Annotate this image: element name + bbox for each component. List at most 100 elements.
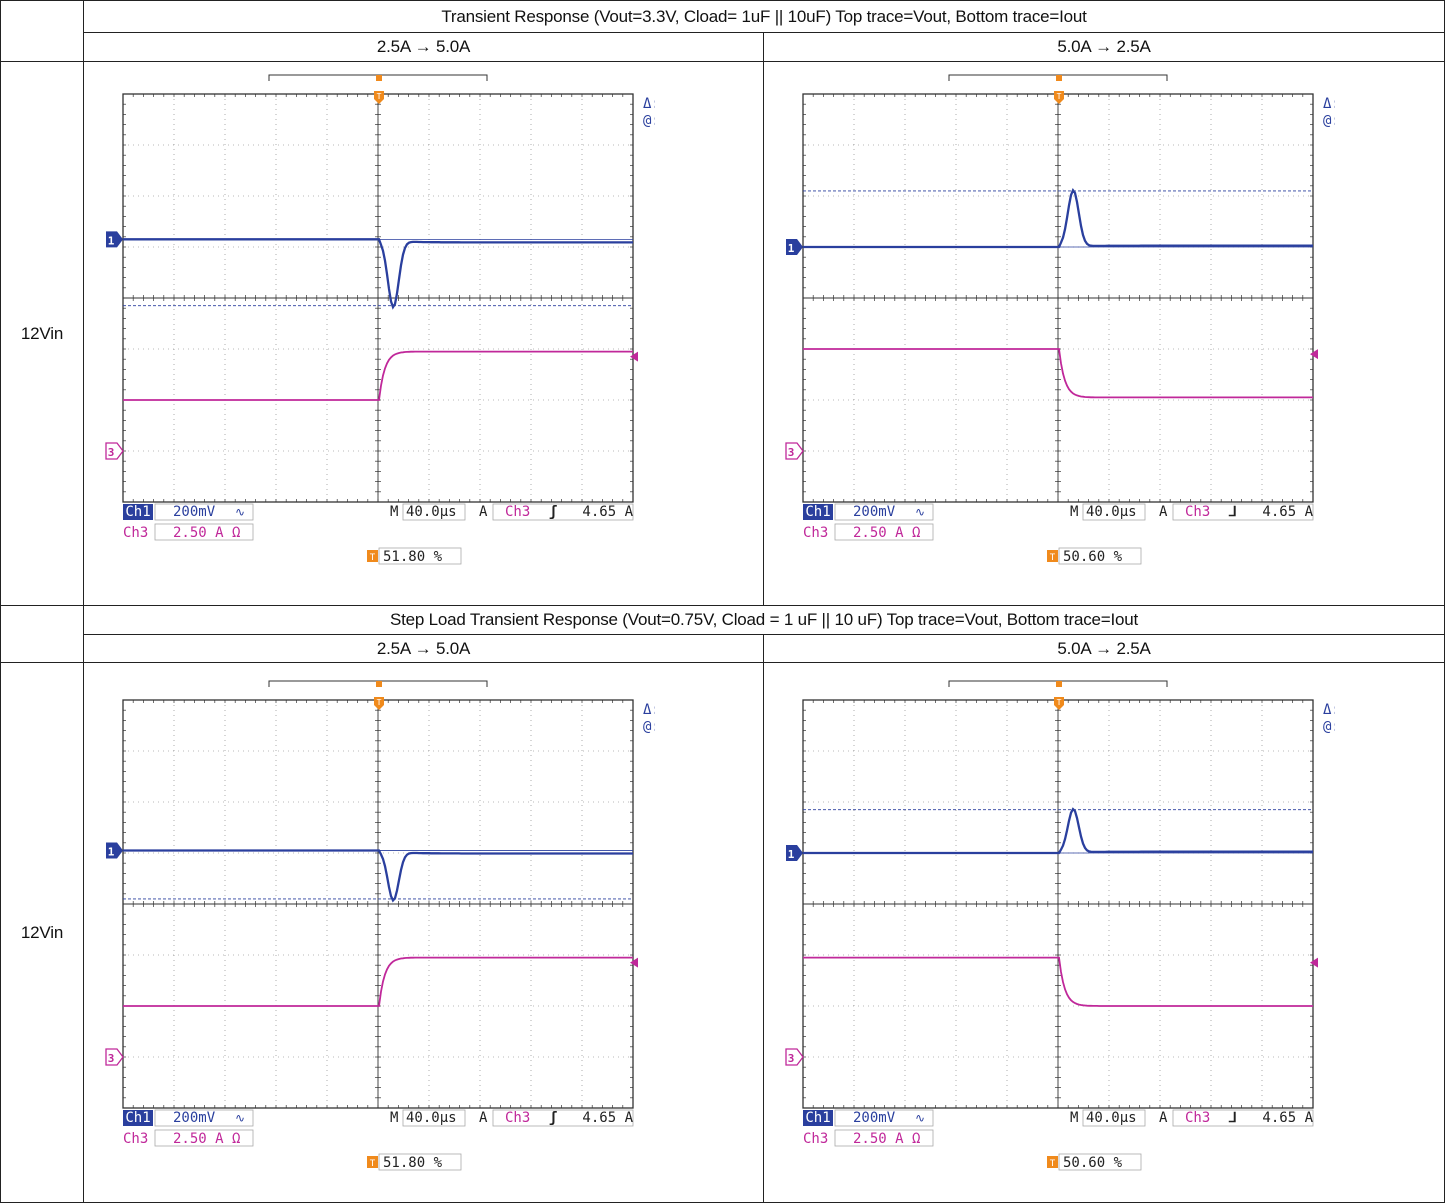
ch1-ground-marker [786, 239, 803, 255]
ch1-marker-label: 1 [788, 242, 795, 255]
ch1-scale: 200mV [173, 1110, 216, 1126]
trigger-position-icon-label: T [1057, 698, 1062, 707]
row-label-1: 12Vin [0, 61, 84, 606]
ch3-ground-marker [785, 1048, 804, 1066]
ch3-label: Ch3 [123, 525, 148, 541]
trigger-pos-icon [367, 1156, 378, 1168]
at-symbol: @: [1323, 113, 1335, 129]
timebase-box [1082, 503, 1146, 521]
iout-trace [123, 956, 633, 1007]
vout-trace [803, 807, 1313, 855]
timebase: 40.0μs [406, 504, 457, 520]
trigger-pos-value: 51.80 % [383, 1155, 443, 1171]
timebase: 40.0μs [406, 1110, 457, 1126]
bandwidth-icon: ∿ [235, 1111, 245, 1125]
col-header-2-left: 2.5A → 5.0A [83, 634, 764, 663]
trigger-pos-icon-label: T [370, 553, 376, 563]
vout-trace [123, 238, 633, 310]
timebase-prefix: M [1070, 504, 1078, 520]
rising-edge-icon: ʃ [549, 1110, 557, 1126]
trigger-level: 4.65 A [1262, 504, 1313, 520]
trigger-level-marker [1310, 957, 1318, 968]
ch1-ground-marker [786, 845, 803, 861]
ch3-ground-marker [785, 442, 804, 460]
trigger-box [1172, 1109, 1314, 1127]
trigger-level-marker [630, 351, 638, 362]
ch1-badge [123, 1110, 153, 1126]
record-trigger-marker [376, 75, 382, 81]
trigger-channel: Ch3 [505, 1110, 530, 1126]
ch1-scale-box [834, 503, 934, 521]
ch1-marker-label: 1 [108, 845, 115, 858]
ch1-marker-label: 1 [788, 848, 795, 861]
bandwidth-icon: ∿ [235, 505, 245, 519]
section-title-2: Step Load Transient Response (Vout=0.75V… [83, 605, 1445, 635]
delta-symbol: Δ: [643, 702, 655, 718]
trigger-channel: Ch3 [505, 504, 530, 520]
delta-symbol: Δ: [1323, 702, 1335, 718]
falling-edge-icon: ⅃ [1228, 504, 1237, 520]
trigger-position-icon [1054, 697, 1064, 710]
trigger-box [492, 503, 634, 521]
ch1-scale-box [834, 1109, 934, 1127]
ch3-label: Ch3 [803, 525, 828, 541]
at-symbol: @: [1323, 719, 1335, 735]
ch1-badge [803, 1110, 833, 1126]
timebase: 40.0μs [1086, 504, 1137, 520]
ch1-scale-box [154, 503, 254, 521]
ch3-label: Ch3 [803, 1131, 828, 1147]
corner-cell-2 [0, 605, 84, 663]
ch1-scale: 200mV [173, 504, 216, 520]
bandwidth-icon: ∿ [915, 1111, 925, 1125]
ch1-scale: 200mV [853, 1110, 896, 1126]
trigger-position-icon-label: T [377, 92, 382, 101]
ch3-scale-box [834, 1129, 934, 1147]
record-trigger-marker [376, 681, 382, 687]
timebase-box [402, 1109, 466, 1127]
ch3-scale-box [834, 523, 934, 541]
ch3-marker-label: 3 [788, 446, 795, 459]
ch3-scale: 2.50 A Ω [853, 1131, 920, 1147]
trigger-pos-box [1058, 1153, 1142, 1171]
iout-trace [803, 956, 1313, 1007]
trigger-pos-icon [1047, 1156, 1058, 1168]
timebase-prefix: M [390, 504, 398, 520]
ch3-ground-marker [105, 442, 124, 460]
ch1-badge-label: Ch1 [125, 504, 150, 520]
ch3-marker-label: 3 [788, 1052, 795, 1065]
trigger-pos-icon-label: T [370, 1159, 376, 1169]
acq-mode: A [479, 1110, 488, 1126]
trigger-pos-icon [367, 550, 378, 562]
trigger-position-icon-label: T [377, 698, 382, 707]
ch3-marker-label: 3 [108, 446, 115, 459]
trigger-level-marker [630, 957, 638, 968]
ch3-label: Ch3 [123, 1131, 148, 1147]
trigger-pos-icon [1047, 550, 1058, 562]
ch3-scale: 2.50 A Ω [173, 525, 240, 541]
trigger-pos-value: 50.60 % [1063, 1155, 1123, 1171]
corner-cell-1 [0, 0, 84, 62]
trigger-level-marker [1310, 349, 1318, 360]
iout-trace [123, 350, 633, 401]
col-header-1-right: 5.0A → 2.5A [763, 32, 1445, 62]
trigger-position-icon [374, 91, 384, 104]
col-header-1-left: 2.5A → 5.0A [83, 32, 764, 62]
ch1-ground-marker [106, 231, 123, 248]
timebase-box [1082, 1109, 1146, 1127]
ch1-badge [123, 504, 153, 520]
ch1-badge-label: Ch1 [805, 1110, 830, 1126]
trigger-position-icon [374, 697, 384, 710]
timebase-prefix: M [390, 1110, 398, 1126]
at-symbol: @: [643, 719, 655, 735]
timebase-box [402, 503, 466, 521]
trigger-channel: Ch3 [1185, 504, 1210, 520]
trigger-position-icon [1054, 91, 1064, 104]
record-trigger-marker [1056, 681, 1062, 687]
